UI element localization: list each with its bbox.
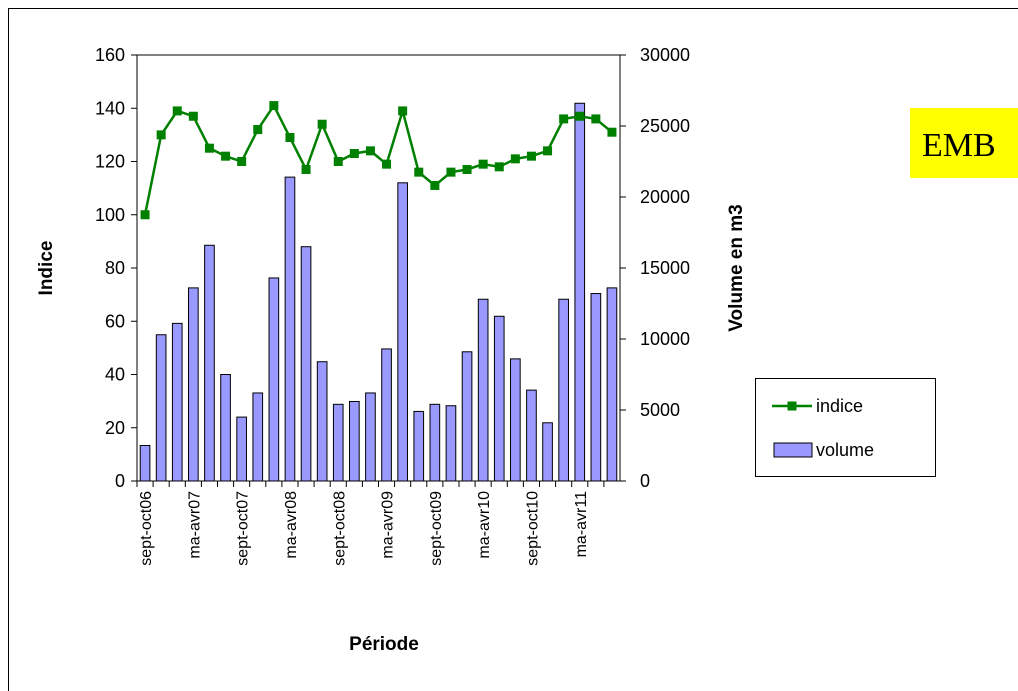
marker [172,106,182,116]
x-tick-label: ma-avr08 [283,491,300,559]
y-tick-label: 0 [115,471,125,491]
marker [446,167,456,177]
bar [606,287,618,482]
bar [349,400,360,482]
bar [188,287,199,482]
marker [269,101,279,111]
x-tick-label: sept-oct06 [138,491,155,566]
bar [590,293,602,482]
marker [253,125,263,135]
y-tick-label: 160 [95,45,125,65]
x-tick-label: ma-avr11 [573,491,590,557]
y2-tick-label: 0 [640,471,650,491]
y-tick-label: 60 [105,311,125,331]
y-tick-label: 100 [95,205,125,225]
marker [430,180,440,190]
y-tick-label: 20 [105,418,125,438]
marker [156,130,166,140]
marker [494,162,504,172]
bar [413,410,425,482]
y-tick-label: 40 [105,365,125,385]
y-tick-label: 120 [95,152,125,172]
x-tick-label: sept-oct10 [524,491,541,566]
marker [365,146,375,156]
bar [365,392,376,482]
marker [607,127,617,137]
marker [237,157,247,166]
x-tick-label: ma-avr10 [476,491,493,559]
legend [755,378,936,477]
x-tick-label: ma-avr07 [186,491,203,559]
note: EMB [922,127,996,164]
bar [574,102,586,482]
bar [493,315,505,482]
marker [285,133,295,143]
marker [559,114,569,124]
marker [317,119,327,129]
legend-label: volume [816,440,874,460]
marker [591,114,601,124]
marker [543,146,553,156]
bar [300,246,312,482]
marker [333,157,343,166]
y2-tick-label: 25000 [640,116,690,136]
bar [397,182,408,482]
bar [558,298,569,482]
y2-tick-label: 10000 [640,329,690,349]
y2-tick-label: 5000 [640,400,680,420]
bar [445,405,457,482]
marker [140,210,150,220]
bar [381,348,392,482]
bar [171,322,183,482]
bar [542,422,553,482]
marker [462,164,472,174]
marker [510,154,520,164]
bar [252,392,264,482]
y2-tick-label: 20000 [640,187,690,207]
bar [220,374,231,482]
marker [204,143,214,153]
note-box [910,108,1018,178]
bar [268,277,280,482]
y2-tick-label: 30000 [640,45,690,65]
bar [284,176,296,482]
bar [510,358,521,482]
marker [414,167,424,177]
bar [204,244,215,482]
marker [221,151,231,161]
bar [526,389,537,482]
y2-axis-title: Volume en m3 [726,204,747,331]
y-tick-label: 140 [95,98,125,118]
bar [429,403,441,482]
marker [188,111,198,121]
legend-swatch [773,442,813,458]
plot-area [136,54,621,482]
marker [526,151,536,161]
x-tick-label: sept-oct08 [331,491,348,566]
x-tick-label: ma-avr09 [380,491,397,559]
x-tick-label: sept-oct07 [235,491,252,566]
marker [382,159,392,169]
y-axis-title: Indice [36,241,57,296]
bar [332,403,344,482]
bar [236,416,247,482]
y2-tick-label: 15000 [640,258,690,278]
bar [461,351,473,482]
y-tick-label: 80 [105,258,125,278]
legend-label: indice [816,396,863,416]
marker [349,149,359,159]
marker [301,164,311,174]
bar [139,445,151,482]
x-axis-title: Période [349,634,419,655]
bar [477,298,489,482]
marker [398,106,408,116]
marker [575,111,585,121]
bar [316,361,328,482]
bar [155,334,167,482]
x-tick-label: sept-oct09 [428,491,445,566]
legend-marker [787,401,797,411]
marker [478,159,488,169]
